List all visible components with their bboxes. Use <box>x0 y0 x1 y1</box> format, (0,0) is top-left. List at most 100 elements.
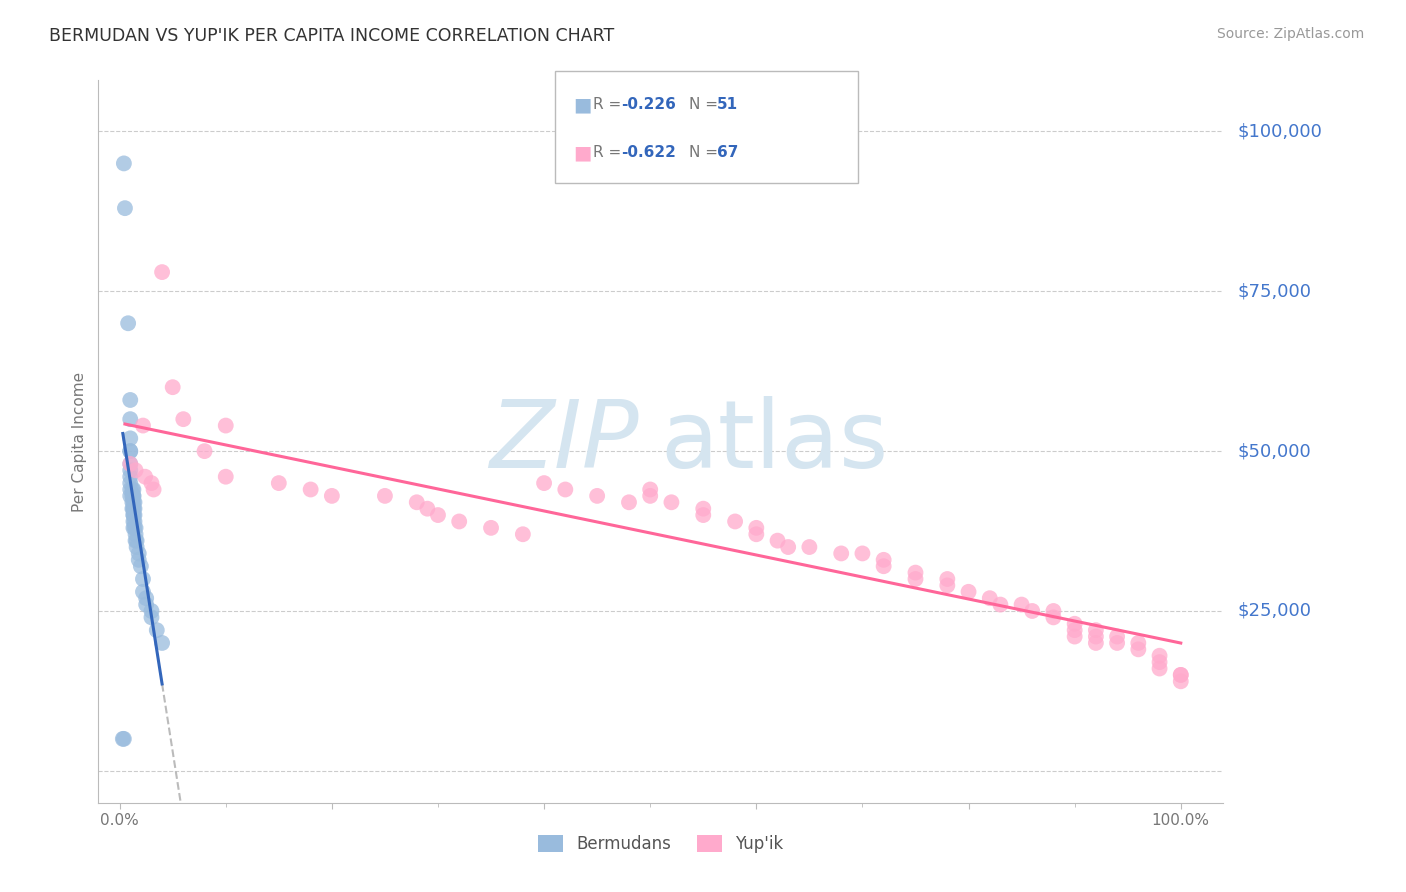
Text: Source: ZipAtlas.com: Source: ZipAtlas.com <box>1216 27 1364 41</box>
Point <box>135 591 157 606</box>
Point <box>374 489 396 503</box>
Point <box>121 495 143 509</box>
Point <box>132 584 155 599</box>
Point <box>172 412 194 426</box>
Point <box>586 489 609 503</box>
Point <box>416 501 439 516</box>
Text: atlas: atlas <box>661 395 889 488</box>
Point <box>299 483 322 497</box>
Point <box>122 501 145 516</box>
Point <box>554 483 576 497</box>
Point <box>122 489 145 503</box>
Point <box>215 469 238 483</box>
Point <box>122 515 145 529</box>
Point <box>120 412 142 426</box>
Point <box>117 316 139 330</box>
Point <box>990 598 1012 612</box>
Point <box>122 501 145 516</box>
Point <box>872 553 894 567</box>
Text: -0.622: -0.622 <box>621 145 676 161</box>
Point <box>141 610 163 624</box>
Point <box>1170 668 1192 682</box>
Point <box>128 553 150 567</box>
Point <box>692 501 714 516</box>
Point <box>125 540 148 554</box>
Point <box>872 559 894 574</box>
Point <box>1063 616 1085 631</box>
Point <box>124 501 146 516</box>
Point <box>1107 636 1129 650</box>
Text: ■: ■ <box>574 95 592 114</box>
Point <box>1011 598 1033 612</box>
Point <box>1128 636 1150 650</box>
Point <box>120 431 142 445</box>
Point <box>146 623 169 637</box>
Point <box>122 508 145 522</box>
Point <box>124 521 146 535</box>
Point <box>120 469 142 483</box>
Text: ZIP: ZIP <box>489 396 638 487</box>
Point <box>1149 655 1171 669</box>
Text: R =: R = <box>593 97 627 112</box>
Point <box>124 521 146 535</box>
Point <box>1063 623 1085 637</box>
Point <box>124 463 146 477</box>
Point <box>1149 648 1171 663</box>
Point <box>692 508 714 522</box>
Point <box>1149 661 1171 675</box>
Point <box>778 540 800 554</box>
Point <box>449 515 471 529</box>
Point <box>120 457 142 471</box>
Point <box>321 489 343 503</box>
Point <box>142 483 165 497</box>
Point <box>134 469 156 483</box>
Point <box>957 584 980 599</box>
Point <box>851 546 873 560</box>
Point <box>124 495 146 509</box>
Point <box>904 572 927 586</box>
Point <box>128 546 150 560</box>
Point <box>1042 610 1064 624</box>
Point <box>129 559 152 574</box>
Legend: Bermudans, Yup'ik: Bermudans, Yup'ik <box>531 828 790 860</box>
Point <box>1107 630 1129 644</box>
Point <box>638 489 661 503</box>
Point <box>427 508 450 522</box>
Point <box>936 572 959 586</box>
Text: N =: N = <box>689 145 723 161</box>
Point <box>150 636 173 650</box>
Point <box>1084 636 1107 650</box>
Point <box>745 521 768 535</box>
Point <box>830 546 852 560</box>
Point <box>121 489 143 503</box>
Point <box>120 489 142 503</box>
Point <box>405 495 427 509</box>
Point <box>120 463 142 477</box>
Point <box>112 731 135 746</box>
Point <box>135 598 157 612</box>
Point <box>120 483 142 497</box>
Text: 67: 67 <box>717 145 738 161</box>
Point <box>799 540 821 554</box>
Point <box>766 533 789 548</box>
Text: $50,000: $50,000 <box>1237 442 1310 460</box>
Point <box>936 578 959 592</box>
Point <box>120 476 142 491</box>
Point <box>124 508 146 522</box>
Point <box>1170 674 1192 689</box>
Point <box>120 444 142 458</box>
Point <box>122 508 145 522</box>
Point <box>724 515 747 529</box>
Point <box>617 495 640 509</box>
Point <box>121 483 143 497</box>
Point <box>125 533 148 548</box>
Text: N =: N = <box>689 97 723 112</box>
Point <box>162 380 184 394</box>
Point <box>122 495 145 509</box>
Text: $100,000: $100,000 <box>1237 122 1322 140</box>
Point <box>120 444 142 458</box>
Point <box>124 527 146 541</box>
Point <box>122 521 145 535</box>
Point <box>112 156 135 170</box>
Text: $75,000: $75,000 <box>1237 282 1312 301</box>
